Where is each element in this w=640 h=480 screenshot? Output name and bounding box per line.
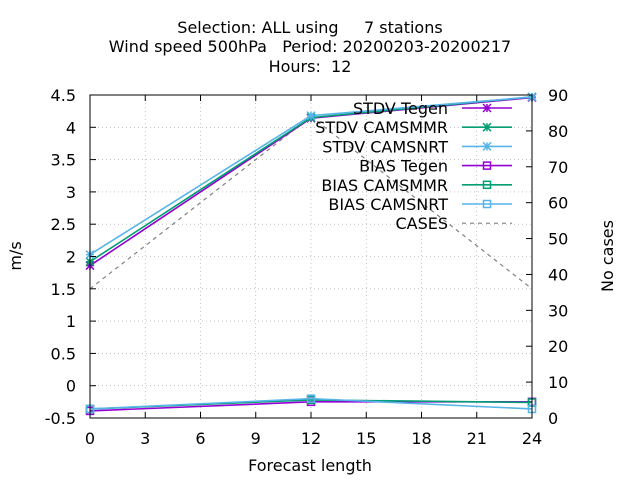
legend-marker-stdv-camsnrt [482, 141, 492, 151]
y-tick-label: 4 [66, 118, 76, 137]
legend-marker-bias-camsmmr [482, 180, 492, 190]
legend-label-stdv-camsmmr: STDV CAMSMMR [315, 118, 448, 137]
legend-marker-bias-camsnrt [482, 199, 492, 209]
y2-tick-label: 20 [548, 337, 568, 356]
x-tick-label: 0 [85, 429, 95, 448]
x-tick-label: 6 [195, 429, 205, 448]
legend-entry-bias-camsmmr: BIAS CAMSMMR [321, 176, 512, 195]
legend-label-bias-tegen: BIAS Tegen [359, 157, 448, 176]
y2-tick-label: 40 [548, 265, 568, 284]
y2-tick-label: 50 [548, 230, 568, 249]
legend-entry-stdv-camsnrt: STDV CAMSNRT [322, 137, 512, 156]
legend-marker-stdv-tegen [482, 103, 492, 113]
legend-marker-bias-tegen [482, 161, 492, 170]
y2-tick-label: 90 [548, 86, 568, 105]
y-axis-label: m/s [6, 241, 25, 270]
y2-tick-label: 0 [548, 409, 558, 428]
y-tick-label: 1 [66, 312, 76, 331]
legend-entry-bias-camsnrt: BIAS CAMSNRT [328, 195, 512, 214]
x-axis-label: Forecast length [248, 456, 372, 475]
y-tick-label: -0.5 [45, 409, 76, 428]
y-tick-label: 0.5 [51, 344, 76, 363]
legend-entry-cases: CASES [395, 214, 512, 233]
x-tick-label: 12 [301, 429, 321, 448]
x-tick-label: 21 [467, 429, 487, 448]
x-tick-label: 3 [140, 429, 150, 448]
y2-tick-label: 60 [548, 194, 568, 213]
y-tick-label: 2.5 [51, 215, 76, 234]
legend-entry-stdv-camsmmr: STDV CAMSMMR [315, 118, 512, 137]
series-line-bias-camsnrt [89, 397, 533, 410]
x-tick-label: 9 [251, 429, 261, 448]
x-tick-label: 18 [411, 429, 431, 448]
y2-tick-label: 10 [548, 373, 568, 392]
y2-axis-label: No cases [598, 220, 617, 292]
legend-label-cases: CASES [395, 214, 448, 233]
y-tick-label: 3 [66, 183, 76, 202]
legend-marker-stdv-camsmmr [482, 122, 492, 132]
grid [90, 95, 532, 418]
chart-title-line-1: Selection: ALL using 7 stations [177, 18, 442, 37]
x-tick-label: 24 [522, 429, 542, 448]
legend-entry-stdv-tegen: STDV Tegen [353, 99, 512, 118]
point-bias-camsnrt [306, 394, 316, 403]
y-tick-label: 2 [66, 248, 76, 267]
legend-label-stdv-tegen: STDV Tegen [353, 99, 448, 118]
legend-entry-bias-tegen: BIAS Tegen [359, 157, 512, 176]
y-tick-label: 4.5 [51, 86, 76, 105]
y-tick-label: 3.5 [51, 151, 76, 170]
chart-title-line-3: Hours: 12 [269, 57, 352, 76]
point-stdv-camsnrt [306, 111, 316, 121]
y-tick-label: 1.5 [51, 280, 76, 299]
y2-tick-label: 70 [548, 158, 568, 177]
legend-label-bias-camsmmr: BIAS CAMSMMR [321, 176, 448, 195]
legend-label-stdv-camsnrt: STDV CAMSNRT [322, 137, 448, 156]
ticks: 0 3 6 9 12 15 18 21 24 -0.5 0 0.5 1 1.5 2 2.5 3 3.5 4 4.5 0 1… [45, 86, 569, 448]
x-tick-label: 15 [356, 429, 376, 448]
y2-tick-label: 30 [548, 301, 568, 320]
y-tick-label: 0 [66, 377, 76, 396]
legend-label-bias-camsnrt: BIAS CAMSNRT [328, 195, 448, 214]
y2-tick-label: 80 [548, 122, 568, 141]
series-layer [85, 92, 537, 416]
chart-title-line-2: Wind speed 500hPa Period: 20200203-20200… [109, 37, 511, 56]
